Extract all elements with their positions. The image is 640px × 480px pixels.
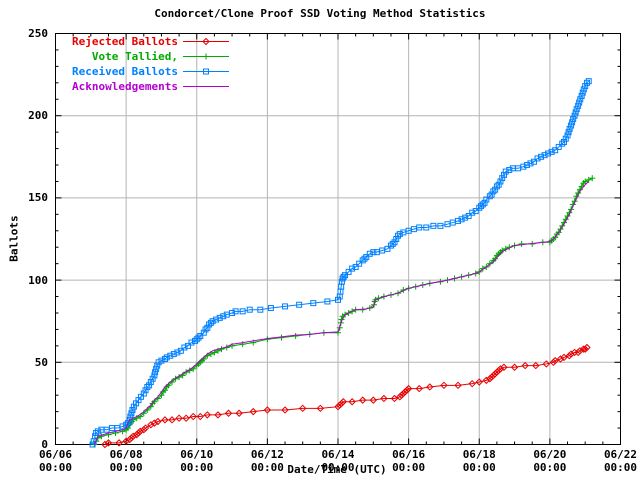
- y-tick-label-200: 200: [28, 109, 48, 123]
- legend-label-received-ballots: Received Ballots: [72, 65, 178, 78]
- y-tick-label-250: 250: [28, 27, 48, 40]
- series-markers-received-ballots: [89, 78, 592, 448]
- series-rejected-ballots: [101, 343, 591, 449]
- series-markers-vote-tallied: [91, 175, 596, 448]
- series-vote-tallied: [91, 175, 596, 448]
- x-tick-label-06-20: 06/20 00:00: [533, 448, 567, 474]
- legend-sample-rejected-ballots: [183, 37, 229, 46]
- x-axis-title: Date/Time (UTC): [287, 463, 387, 476]
- x-tick-label-06-06: 06/06 00:00: [38, 448, 73, 474]
- series-line-acknowledgements: [93, 181, 590, 445]
- y-tick-label-0: 0: [41, 438, 48, 451]
- page-title: Condorcet/Clone Proof SSD Voting Method …: [154, 7, 486, 20]
- x-tick-label-06-16: 06/16 00:00: [392, 448, 426, 474]
- x-tick-label-06-12: 06/12 00:00: [250, 448, 284, 474]
- legend-label-vote-tallied: Vote Tallied,: [91, 50, 178, 63]
- y-axis-title: Ballots: [7, 215, 21, 262]
- x-tick-label-06-10: 06/10 00:00: [180, 448, 214, 474]
- y-tick-label-150: 150: [28, 191, 48, 205]
- series-received-ballots: [89, 78, 592, 448]
- legend-samples: [183, 37, 229, 87]
- series-markers-rejected-ballots: [101, 343, 591, 449]
- gridlines: [55, 33, 621, 445]
- legend-sample-vote-tallied: [183, 53, 229, 60]
- series-acknowledgements: [93, 181, 590, 445]
- legend-label-rejected-ballots: Rejected Ballots: [72, 35, 178, 48]
- legend-sample-received-ballots: [183, 68, 229, 75]
- axis-ticks: [55, 33, 621, 445]
- x-tick-label-06-14: 06/14 00:00: [321, 448, 355, 474]
- x-tick-label-06-18: 06/18 00:00: [462, 448, 496, 474]
- y-tick-label-50: 50: [34, 355, 48, 369]
- x-tick-label-06-08: 06/08 00:00: [109, 448, 143, 474]
- legend-label-acknowledgements: Acknowledgements: [72, 80, 178, 93]
- y-tick-label-100: 100: [28, 273, 48, 287]
- x-tick-label-06-22: 06/22 00:00: [603, 448, 638, 474]
